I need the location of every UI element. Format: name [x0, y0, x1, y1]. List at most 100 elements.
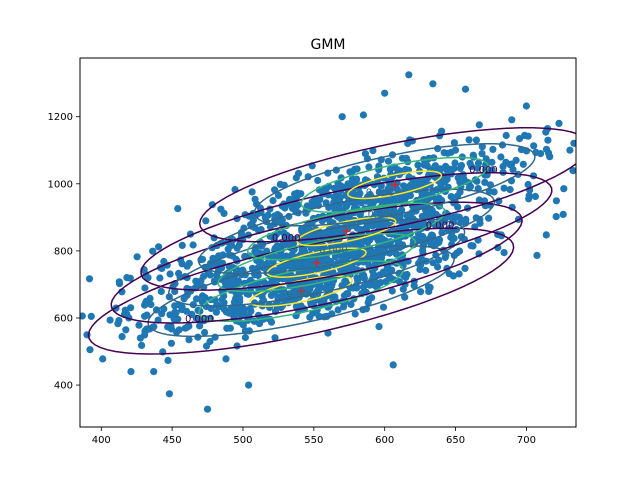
data-point — [356, 189, 364, 197]
y-tick-label: 800 — [54, 246, 73, 257]
data-point — [417, 288, 425, 296]
data-point — [206, 271, 214, 279]
data-point — [172, 309, 180, 317]
data-point — [410, 282, 418, 290]
data-point — [542, 128, 550, 136]
x-tick-label: 600 — [375, 435, 394, 446]
data-point — [475, 196, 483, 204]
data-point — [247, 307, 255, 315]
data-point — [418, 212, 426, 220]
data-point — [276, 180, 284, 188]
data-point — [382, 278, 390, 286]
data-point — [170, 315, 178, 323]
data-point — [500, 184, 508, 192]
data-point — [519, 160, 527, 168]
data-point — [457, 161, 466, 170]
data-point — [194, 333, 202, 341]
center-marker — [390, 180, 399, 189]
x-axis: 400 450 500 550 600 650 700 — [92, 427, 536, 446]
data-point — [336, 193, 344, 201]
data-point — [466, 159, 474, 167]
x-tick-label: 500 — [233, 435, 252, 446]
data-point — [488, 158, 496, 166]
data-point — [178, 241, 186, 249]
data-point — [497, 153, 505, 161]
data-point — [157, 287, 165, 295]
data-point — [178, 260, 186, 268]
contour-line — [198, 127, 576, 243]
contour-line — [167, 218, 466, 307]
data-point — [248, 188, 256, 196]
data-point — [498, 141, 507, 149]
data-point — [166, 270, 174, 278]
x-tick-label: 450 — [163, 435, 182, 446]
data-point — [478, 150, 486, 158]
x-tick-label: 650 — [446, 435, 465, 446]
data-point — [201, 328, 209, 337]
data-point — [202, 342, 211, 350]
data-point — [461, 85, 470, 93]
contour-label: 0.000 — [366, 187, 395, 198]
data-point — [315, 312, 323, 320]
data-point — [263, 259, 271, 268]
data-point — [180, 295, 188, 303]
data-point — [115, 317, 123, 325]
data-point — [465, 136, 473, 144]
data-point — [388, 287, 396, 295]
data-point — [296, 269, 304, 277]
data-point — [456, 178, 464, 186]
data-point — [203, 405, 212, 413]
data-point — [118, 333, 126, 341]
data-point — [266, 303, 274, 311]
contour-label: 0.000 — [368, 209, 397, 220]
data-point — [358, 271, 366, 279]
data-point — [308, 198, 316, 206]
data-point — [478, 143, 486, 151]
data-point — [183, 323, 191, 331]
data-point — [559, 210, 567, 218]
data-point — [174, 205, 182, 213]
data-point — [340, 303, 348, 311]
data-point — [353, 165, 361, 173]
data-point — [144, 274, 152, 282]
y-tick-label: 400 — [54, 381, 73, 392]
contour-label: 0.000 — [286, 289, 315, 300]
data-point — [450, 164, 458, 172]
data-point — [215, 252, 223, 260]
data-point — [175, 269, 183, 277]
data-point — [164, 356, 172, 364]
data-point — [369, 147, 377, 155]
data-point — [393, 194, 401, 203]
data-point — [218, 296, 226, 304]
data-point — [133, 253, 141, 261]
data-point — [387, 207, 395, 215]
data-point — [342, 277, 350, 285]
y-axis: 400 600 800 1000 1200 — [48, 112, 80, 392]
data-point — [375, 188, 383, 196]
data-point — [413, 177, 421, 185]
data-point — [429, 80, 437, 88]
center-marker — [342, 227, 351, 236]
data-point — [266, 223, 274, 231]
data-point — [344, 290, 352, 298]
data-point — [138, 341, 146, 349]
data-point — [127, 368, 135, 376]
data-point — [530, 142, 538, 150]
data-point — [354, 276, 362, 285]
data-point — [149, 247, 157, 255]
data-point — [401, 293, 409, 301]
data-point — [347, 300, 355, 309]
data-point — [451, 159, 459, 167]
data-point — [524, 132, 532, 140]
data-point — [211, 333, 219, 341]
data-point — [142, 298, 150, 306]
data-point — [570, 139, 576, 147]
data-point — [399, 285, 407, 293]
data-point — [85, 275, 94, 283]
data-point — [292, 174, 300, 182]
data-point — [365, 295, 373, 303]
data-point — [440, 164, 448, 172]
data-point — [552, 213, 560, 221]
data-point — [233, 342, 241, 350]
data-point — [422, 266, 430, 275]
